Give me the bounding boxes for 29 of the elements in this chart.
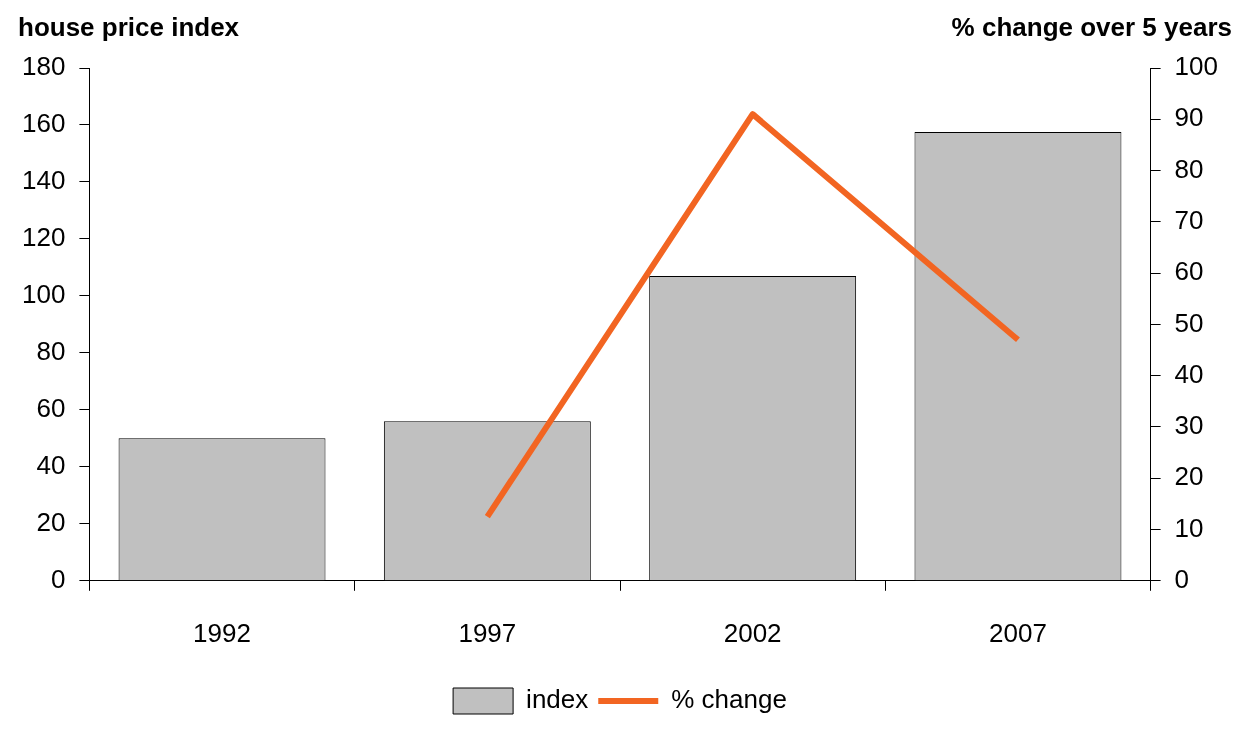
x-tick-label: 1992 (193, 617, 251, 648)
y2-tick-label: 70 (1174, 205, 1204, 236)
y-tick-label: 0 (50, 563, 66, 594)
y2-tick-label: 0 (1174, 563, 1190, 594)
y2-tick-label: 90 (1174, 102, 1204, 133)
y-tick-label: 140 (21, 165, 66, 196)
y2-tick-label: 100 (1174, 51, 1219, 82)
x-tick-label: 1997 (458, 617, 517, 648)
x-tick-label: 2007 (989, 617, 1047, 648)
y-tick-label: 60 (36, 393, 66, 424)
y-tick-label: 160 (21, 108, 66, 139)
y-axis-title: house price index (18, 12, 240, 43)
y2-axis-title: % change over 5 years (951, 12, 1232, 43)
y2-tick-label: 60 (1174, 256, 1204, 287)
y2-tick-label: 20 (1174, 461, 1204, 492)
legend-label: % change (671, 684, 787, 715)
y-tick-label: 120 (21, 222, 66, 253)
y2-tick-label: 10 (1174, 512, 1204, 543)
y-tick-label: 20 (36, 506, 66, 537)
y2-tick-label: 40 (1174, 358, 1204, 389)
y2-tick-label: 30 (1174, 410, 1204, 441)
y-tick-label: 80 (36, 336, 66, 367)
y-tick-label: 180 (21, 51, 66, 82)
x-tick-label: 2002 (723, 617, 782, 648)
y-tick-label: 100 (21, 279, 66, 310)
y2-tick-label: 50 (1174, 307, 1204, 338)
y2-tick-label: 80 (1174, 153, 1204, 184)
y-tick-label: 40 (36, 450, 66, 481)
legend-label: index (526, 684, 589, 715)
